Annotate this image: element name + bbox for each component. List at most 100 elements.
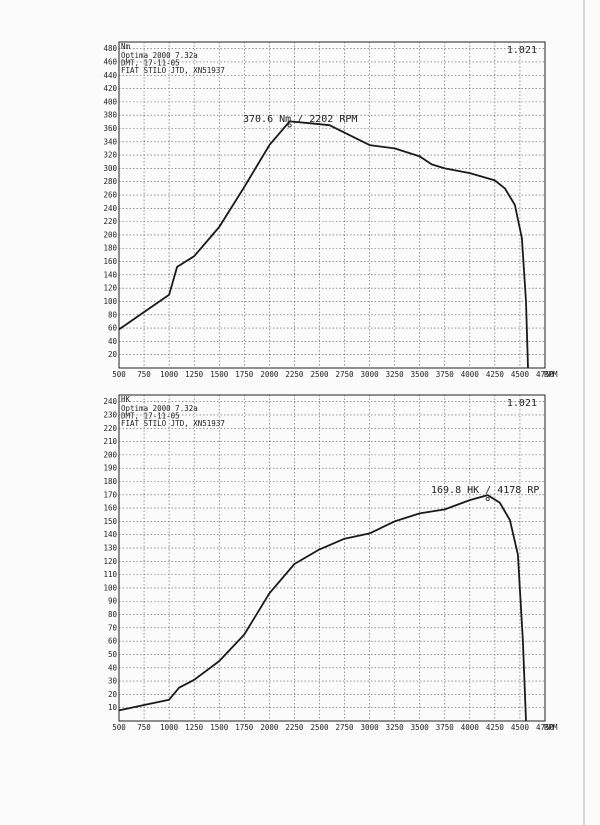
x-tick-label: 2500: [310, 370, 329, 379]
y-tick-label: 30: [108, 677, 118, 686]
y-tick-label: 100: [103, 297, 117, 306]
y-tick-label: 20: [108, 690, 118, 699]
y-tick-label: 140: [103, 530, 117, 539]
y-tick-label: 210: [103, 437, 117, 446]
header-line: DMT, 17-11-05: [121, 59, 180, 68]
y-tick-label: 260: [103, 191, 117, 200]
y-tick-label: 220: [103, 424, 117, 433]
y-tick-label: 240: [103, 397, 117, 406]
x-tick-label: 750: [137, 370, 151, 379]
x-tick-label: 4750: [536, 723, 555, 732]
x-tick-label: 2000: [260, 370, 279, 379]
x-tick-label: 3000: [361, 723, 380, 732]
y-tick-label: 90: [108, 597, 118, 606]
x-tick-label: 500: [112, 723, 126, 732]
x-tick-label: 1250: [185, 370, 204, 379]
x-tick-label: 3250: [386, 723, 405, 732]
y-tick-label: 40: [108, 337, 118, 346]
x-tick-label: 1750: [235, 370, 254, 379]
y-tick-label: 300: [103, 164, 117, 173]
y-tick-label: 60: [108, 637, 118, 646]
y-tick-label: 480: [103, 44, 117, 53]
chart-code: 1.021: [507, 398, 537, 409]
x-tick-label: 1000: [160, 723, 179, 732]
x-tick-label: 4000: [461, 370, 480, 379]
x-tick-label: 3000: [361, 370, 380, 379]
peak-marker: [485, 497, 490, 502]
y-tick-label: 160: [103, 257, 117, 266]
y-tick-label: 230: [103, 410, 117, 419]
y-tick-label: 460: [103, 57, 117, 66]
x-tick-label: 1500: [210, 370, 229, 379]
peak-marker: [287, 123, 292, 128]
y-tick-label: 80: [108, 610, 118, 619]
y-tick-label: 110: [103, 570, 117, 579]
x-tick-label: 2750: [335, 723, 354, 732]
x-tick-label: 1500: [210, 723, 229, 732]
y-tick-label: 40: [108, 663, 118, 672]
y-tick-label: 320: [103, 151, 117, 160]
x-tick-label: 4500: [511, 370, 530, 379]
peak-annotation: 370.6 Nm / 2202 RPM: [243, 114, 357, 125]
x-tick-label: 4000: [461, 723, 480, 732]
y-tick-label: 50: [108, 650, 118, 659]
x-tick-label: 2750: [335, 370, 354, 379]
y-tick-label: 160: [103, 504, 117, 513]
x-tick-label: 4250: [486, 370, 505, 379]
y-tick-label: 180: [103, 244, 117, 253]
unit-label: Nm: [121, 42, 131, 51]
y-tick-label: 120: [103, 284, 117, 293]
page-edge-shadow: [583, 0, 585, 825]
header-line: Optima 2000 7.32a: [121, 51, 198, 60]
x-tick-label: 500: [112, 370, 126, 379]
x-tick-label: 1250: [185, 723, 204, 732]
y-tick-label: 130: [103, 544, 117, 553]
curve-line: [118, 494, 527, 722]
y-tick-label: 20: [108, 350, 118, 359]
y-tick-label: 180: [103, 477, 117, 486]
y-tick-label: 400: [103, 97, 117, 106]
x-tick-label: 750: [137, 723, 151, 732]
curve-line: [118, 120, 529, 369]
peak-annotation: 169.8 HK / 4178 RP: [431, 485, 539, 496]
x-tick-label: 2000: [260, 723, 279, 732]
x-tick-label: 4750: [536, 370, 555, 379]
y-tick-label: 10: [108, 703, 118, 712]
plot-frame: [118, 41, 546, 369]
y-tick-label: 70: [108, 623, 118, 632]
x-tick-label: 2250: [285, 723, 304, 732]
y-tick-label: 170: [103, 490, 117, 499]
header-line: FIAT STILO JTD, XN51937: [121, 66, 225, 75]
y-tick-label: 150: [103, 517, 117, 526]
x-tick-label: 3500: [411, 723, 430, 732]
y-tick-label: 220: [103, 217, 117, 226]
y-tick-label: 60: [108, 324, 118, 333]
y-tick-label: 360: [103, 124, 117, 133]
y-tick-label: 190: [103, 464, 117, 473]
x-tick-label: 3750: [436, 370, 455, 379]
header-line: Optima 2000 7.32a: [121, 404, 198, 413]
y-tick-label: 80: [108, 310, 118, 319]
plot-frame: [118, 394, 546, 722]
y-tick-label: 200: [103, 230, 117, 239]
x-tick-label: 1750: [235, 723, 254, 732]
x-tick-label: 3250: [386, 370, 405, 379]
header-line: FIAT STILO JTD, XN51937: [121, 419, 225, 428]
x-tick-label: 2250: [285, 370, 304, 379]
y-tick-label: 120: [103, 557, 117, 566]
y-tick-label: 200: [103, 450, 117, 459]
header-line: DMT, 17-11-05: [121, 412, 180, 421]
y-tick-label: 240: [103, 204, 117, 213]
y-tick-label: 380: [103, 111, 117, 120]
y-tick-label: 100: [103, 583, 117, 592]
x-tick-label: 3500: [411, 370, 430, 379]
x-tick-label: 4500: [511, 723, 530, 732]
y-tick-label: 280: [103, 177, 117, 186]
x-unit-label: RPM: [544, 370, 558, 379]
y-tick-label: 420: [103, 84, 117, 93]
chart-code: 1.021: [507, 45, 537, 56]
x-tick-label: 2500: [310, 723, 329, 732]
x-tick-label: 1000: [160, 370, 179, 379]
